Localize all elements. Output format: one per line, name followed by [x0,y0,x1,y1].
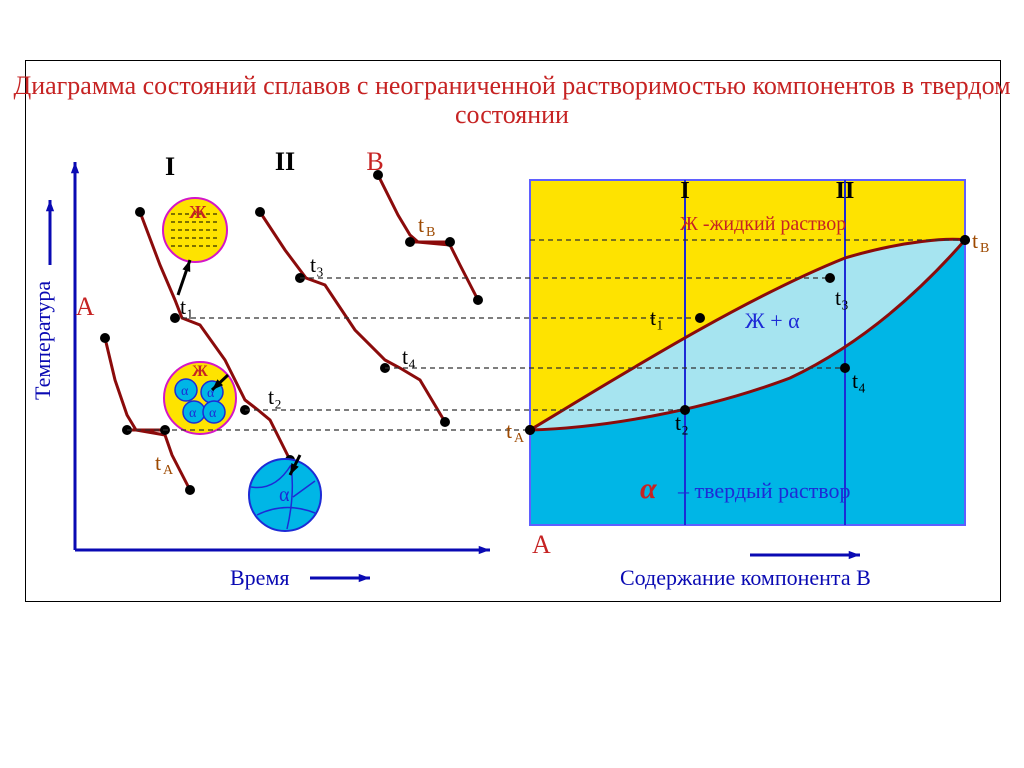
svg-text:Ж: Ж [189,202,207,222]
svg-text:Время: Время [230,565,289,590]
svg-text:α: α [640,472,657,505]
svg-text:t: t [418,212,424,237]
svg-text:– твердый раствор: – твердый раствор [677,478,850,503]
svg-text:A: A [163,463,174,478]
svg-text:B: B [426,225,435,240]
svg-text:α: α [181,384,189,399]
svg-text:I: I [680,178,689,204]
svg-text:Температура: Температура [30,281,55,400]
svg-text:t₁: t₁ [650,305,664,330]
svg-text:II: II [836,178,855,204]
svg-text:A: A [532,530,551,559]
svg-text:t: t [972,228,978,253]
svg-text:t₄: t₄ [402,344,416,369]
svg-text:A: A [76,292,95,321]
svg-text:t₃: t₃ [310,252,324,277]
svg-text:II: II [275,147,295,176]
page: Диаграмма состояний сплавов с неограниче… [0,0,1024,768]
svg-text:t: t [506,418,512,443]
svg-text:α: α [279,484,290,506]
svg-text:Содержание компонента B: Содержание компонента B [620,565,871,590]
svg-text:Ж: Ж [192,363,208,380]
svg-text:A: A [514,431,525,446]
svg-text:t₄: t₄ [852,368,866,393]
svg-text:t₁: t₁ [180,294,194,319]
svg-text:α: α [189,406,197,421]
svg-text:t: t [155,450,161,475]
svg-text:B: B [980,241,989,256]
svg-text:α: α [209,406,217,421]
svg-text:t₃: t₃ [835,285,849,310]
diagram-canvas: ВремяТемператураIIIBAt₁t₂t₃t₄tBtAЖααααЖα… [0,0,1024,768]
svg-text:Ж -жидкий раствор: Ж -жидкий раствор [680,213,846,235]
svg-text:t₂: t₂ [268,384,282,409]
svg-text:I: I [165,152,175,181]
svg-text:t₂: t₂ [675,410,689,435]
svg-text:Ж + α: Ж + α [745,308,800,333]
